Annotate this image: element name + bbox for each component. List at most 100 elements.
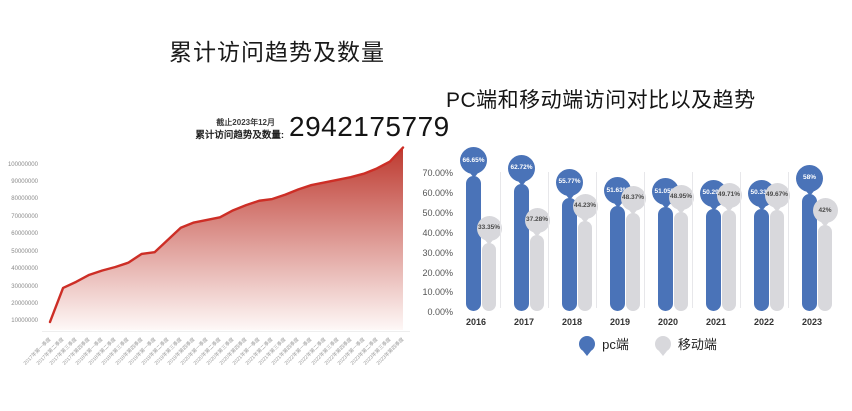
pc-bar-capsule <box>658 207 673 311</box>
pc-lollipop: 58% <box>796 164 823 311</box>
pc-bar-capsule <box>802 193 817 311</box>
mobile-value-bubble: 42% <box>812 198 838 224</box>
group-separator <box>788 172 789 308</box>
pc-bubble-tail <box>613 203 622 209</box>
legend-marker-tail-icon <box>658 350 667 356</box>
mobile-lollipop: 33.35% <box>476 215 502 311</box>
legend-marker-icon <box>654 335 671 356</box>
pc-bar-capsule <box>562 198 577 311</box>
pc-value-bubble: 55.77% <box>556 169 583 197</box>
area-line <box>48 146 405 324</box>
legend-label: 移动端 <box>677 337 717 352</box>
mobile-bubble-tail <box>581 217 589 223</box>
mobile-bar-capsule <box>818 225 832 311</box>
mobile-value-bubble: 49.67% <box>764 183 790 209</box>
lollipop-plot-area: 66.65% 33.35% 2016 62.72% 37.28% 2017 55.77% 44… <box>452 145 844 327</box>
mobile-bar-capsule <box>674 211 688 311</box>
pc-bar-capsule <box>610 206 625 311</box>
y-tick-label: 10.00% <box>422 287 453 298</box>
mobile-value-bubble: 44.23% <box>572 193 598 219</box>
y-tick-label: 90000000 <box>11 178 38 185</box>
pc-bubble-tail <box>469 173 478 179</box>
y-tick-label: 60000000 <box>11 231 38 238</box>
y-tick-label: 70.00% <box>422 168 453 178</box>
group-separator <box>692 172 693 308</box>
left-chart-title: 累计访问趋势及数量 <box>169 39 385 65</box>
legend-item: 移动端 <box>654 334 717 356</box>
pc-bubble-tail <box>661 204 670 210</box>
y-tick-label: 0.00% <box>427 307 453 318</box>
pc-value-bubble: 62.72% <box>508 155 535 183</box>
mobile-bar-capsule <box>578 220 592 311</box>
mobile-bar-capsule <box>722 210 736 311</box>
pc-bubble-tail <box>709 205 718 211</box>
mobile-lollipop: 49.71% <box>716 183 742 311</box>
pc-value-bubble: 66.65% <box>460 147 487 175</box>
mobile-lollipop: 48.95% <box>668 184 694 311</box>
total-visits-value: 2942175779 <box>289 111 450 142</box>
pc-bar-capsule <box>706 208 721 311</box>
y-tick-label: 20.00% <box>422 267 453 278</box>
mobile-bubble-tail <box>725 207 733 213</box>
y-tick-label: 30.00% <box>422 247 453 258</box>
pc-bar-capsule <box>754 208 769 311</box>
y-tick-label: 10000000 <box>11 318 38 325</box>
legend-marker-icon <box>579 335 596 356</box>
y-tick-label: 20000000 <box>11 301 38 308</box>
group-separator <box>548 172 549 308</box>
legend-label: pc端 <box>602 337 629 352</box>
year-label: 2022 <box>753 317 775 327</box>
group-separator <box>644 172 645 308</box>
group-separator <box>500 172 501 308</box>
pc-lollipop: 66.65% <box>460 147 487 311</box>
pc-bubble-tail <box>565 195 574 201</box>
mobile-lollipop: 37.28% <box>524 207 550 311</box>
y-tick-label: 40.00% <box>422 227 453 238</box>
y-tick-label: 70000000 <box>11 213 38 220</box>
year-label: 2018 <box>561 317 583 327</box>
mobile-bar-capsule <box>482 242 496 311</box>
mobile-value-bubble: 37.28% <box>524 207 550 233</box>
year-label: 2021 <box>705 317 727 327</box>
year-label: 2016 <box>465 317 487 327</box>
mobile-lollipop: 42% <box>812 198 838 311</box>
year-label: 2020 <box>657 317 679 327</box>
legend: pc端 移动端 <box>452 334 844 356</box>
mobile-value-bubble: 48.37% <box>620 185 646 211</box>
area-fill <box>50 147 403 330</box>
pc-bubble-tail <box>805 190 814 196</box>
mobile-bubble-tail <box>629 209 637 215</box>
group-separator <box>740 172 741 308</box>
mobile-lollipop: 44.23% <box>572 193 598 311</box>
pc-lollipop: 55.77% <box>556 169 583 311</box>
mobile-lollipop: 48.37% <box>620 185 646 311</box>
mobile-bubble-tail <box>677 208 685 214</box>
legend-marker-tail-icon <box>583 350 592 356</box>
mobile-bubble-tail <box>821 222 829 228</box>
mobile-value-bubble: 33.35% <box>476 215 502 241</box>
group-separator <box>596 172 597 308</box>
y-tick-label: 100000000 <box>7 161 38 168</box>
cumulative-area-chart <box>48 146 405 330</box>
year-label: 2017 <box>513 317 535 327</box>
y-tick-label: 30000000 <box>11 283 38 290</box>
y-tick-label: 50.00% <box>422 207 453 218</box>
mobile-bar-capsule <box>530 234 544 311</box>
right-chart-title: PC端和移动端访问对比以及趋势 <box>446 89 756 112</box>
y-tick-label: 50000000 <box>11 248 38 255</box>
pc-bubble-tail <box>757 205 766 211</box>
y-tick-label: 40000000 <box>11 266 38 273</box>
pc-bubble-tail <box>517 181 526 187</box>
mobile-bubble-tail <box>485 239 493 245</box>
year-label: 2023 <box>801 317 823 327</box>
mobile-value-bubble: 48.95% <box>668 184 694 210</box>
legend-item: pc端 <box>579 334 629 356</box>
y-tick-label: 80000000 <box>11 196 38 203</box>
pc-lollipop: 50.29% <box>700 179 727 311</box>
mobile-bubble-tail <box>533 231 541 237</box>
mobile-bar-capsule <box>770 210 784 311</box>
mobile-bubble-tail <box>773 207 781 213</box>
total-visits-label: 累计访问趋势及数量: <box>195 130 284 141</box>
mobile-lollipop: 49.67% <box>764 183 790 311</box>
